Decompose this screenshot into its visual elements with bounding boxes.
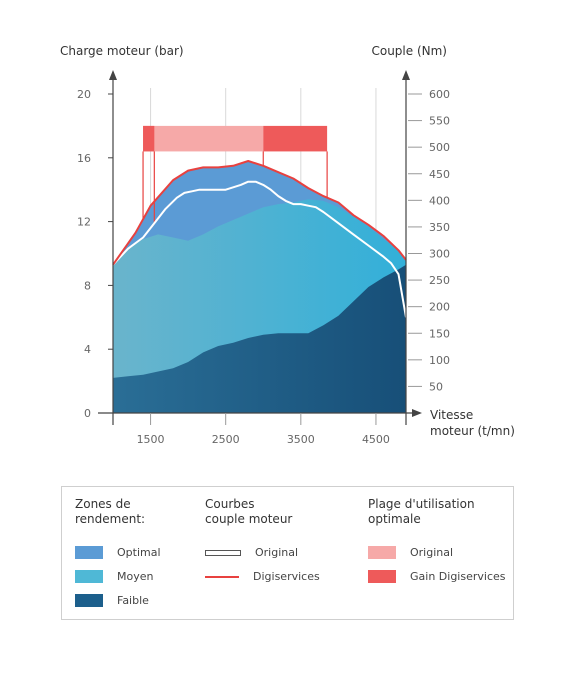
- legend-item-range-original: Original: [368, 546, 453, 559]
- legend-label-curve-original: Original: [255, 546, 299, 559]
- x-tick-label-2500: 2500: [212, 433, 240, 446]
- legend-item-optimal: Optimal: [75, 546, 161, 559]
- legend-item-range-gain: Gain Digiservices: [368, 570, 506, 583]
- curve-original: [112, 180, 407, 318]
- legend-label-range-original: Original: [410, 546, 454, 559]
- y-tick-label-0: 0: [84, 407, 91, 420]
- y-tick-label-4: 4: [84, 343, 91, 356]
- x-axis-arrow: [412, 409, 422, 417]
- curve-digiservices: [112, 160, 407, 266]
- zone-faible: [113, 264, 406, 413]
- swatch-faible: [75, 594, 103, 607]
- y2-tick-label-450: 450: [429, 168, 450, 181]
- range-gain-digiservices-1: [143, 125, 155, 152]
- x-tick-label-4500: 4500: [362, 433, 390, 446]
- y2-tick-label-600: 600: [429, 88, 450, 101]
- efficiency-zones: [113, 161, 406, 413]
- y2-tick-label-500: 500: [429, 141, 450, 154]
- y2-tick-label-50: 50: [429, 380, 443, 393]
- tick-labels: 0 4 8 12 16 20 50 100 150 200 250 300 350 400 450 500 55…: [77, 88, 450, 446]
- legend-item-faible: Faible: [75, 594, 149, 607]
- x-axis-title-line1: Vitesse: [430, 408, 473, 422]
- optimal-range-bars: [142, 125, 328, 224]
- swatch-moyen: [75, 570, 103, 583]
- y2-tick-label-100: 100: [429, 354, 450, 367]
- swatch-curve-original: [205, 549, 241, 556]
- y2-tick-label-550: 550: [429, 115, 450, 128]
- y2-tick-label-150: 150: [429, 327, 450, 340]
- range-original-0: [143, 125, 264, 152]
- y-tick-label-16: 16: [77, 152, 91, 165]
- left-axis-arrow: [109, 70, 117, 80]
- swatch-range-original: [368, 546, 396, 559]
- swatch-curve-digiservices: [205, 575, 239, 578]
- right-axis-arrow: [402, 70, 410, 80]
- x-axis-title-line2: moteur (t/mn): [430, 424, 515, 438]
- y-tick-label-12: 12: [77, 216, 91, 229]
- x-tick-label-1500: 1500: [137, 433, 165, 446]
- x-tick-label-3500: 3500: [287, 433, 315, 446]
- legend-label-optimal: Optimal: [117, 546, 161, 559]
- range-gain-digiservices-2: [263, 125, 328, 152]
- swatch-range-gain: [368, 570, 396, 583]
- legend-curves-title: Courbes couple moteur: [205, 497, 293, 526]
- right-axis-title: Couple (Nm): [371, 44, 447, 58]
- legend-item-curve-original: Original: [205, 546, 298, 559]
- y2-tick-label-250: 250: [429, 274, 450, 287]
- torque-curves: [112, 160, 407, 318]
- legend-item-moyen: Moyen: [75, 570, 153, 583]
- y-tick-label-20: 20: [77, 88, 91, 101]
- y-tick-label-8: 8: [84, 279, 91, 292]
- engine-efficiency-chart: 0 4 8 12 16 20 50 100 150 200 250 300 350 400 450 500 55…: [60, 44, 515, 446]
- y2-tick-label-400: 400: [429, 194, 450, 207]
- y2-tick-label-350: 350: [429, 221, 450, 234]
- legend-label-faible: Faible: [117, 594, 149, 607]
- left-axis-title: Charge moteur (bar): [60, 44, 184, 58]
- y2-tick-label-300: 300: [429, 248, 450, 261]
- legend-item-curve-digiservices: Digiservices: [205, 570, 320, 583]
- legend-label-range-gain: Gain Digiservices: [410, 570, 506, 583]
- y2-tick-label-200: 200: [429, 301, 450, 314]
- legend-label-moyen: Moyen: [117, 570, 154, 583]
- legend-zones-title: Zones de rendement:: [75, 497, 146, 526]
- legend-range-title: Plage d'utilisation optimale: [368, 497, 475, 526]
- legend: Zones de rendement: Courbes couple moteu…: [61, 486, 514, 620]
- swatch-optimal: [75, 546, 103, 559]
- legend-label-curve-digiservices: Digiservices: [253, 570, 320, 583]
